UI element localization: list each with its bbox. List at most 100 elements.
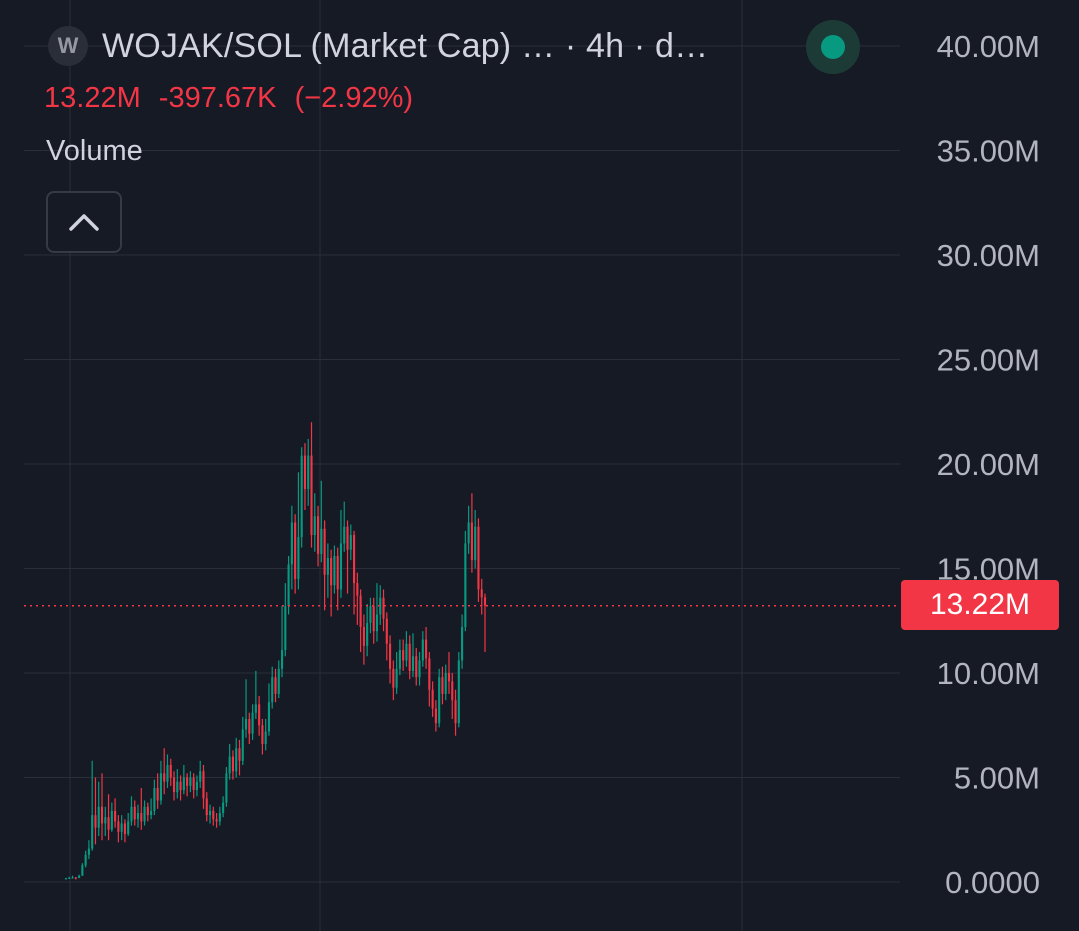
candle — [392, 660, 395, 701]
candle-body — [94, 815, 97, 828]
candle — [74, 876, 77, 880]
candle — [251, 704, 254, 740]
candle-body — [323, 528, 326, 575]
symbol-logo-icon[interactable]: W — [48, 26, 88, 66]
candle-body — [97, 806, 100, 828]
candle — [192, 773, 195, 799]
candle-body — [415, 656, 418, 678]
candle — [123, 819, 126, 843]
candle — [186, 773, 189, 797]
candle — [316, 505, 320, 567]
y-tick-label: 30.00M — [937, 238, 1040, 273]
candle-body — [284, 606, 287, 651]
candle — [395, 652, 398, 694]
candle — [182, 764, 185, 795]
candle-body — [461, 627, 464, 661]
candle-body — [114, 810, 117, 822]
candle — [258, 695, 261, 736]
candle-body — [104, 817, 107, 824]
candle — [153, 779, 156, 816]
candle-body — [356, 583, 359, 596]
candle — [441, 666, 444, 705]
candle-body — [163, 773, 166, 782]
candle — [261, 718, 264, 755]
candle-body — [411, 656, 415, 671]
candle — [411, 633, 415, 678]
candle-body — [150, 810, 153, 816]
candle-body — [166, 764, 169, 782]
candle-body — [169, 764, 172, 778]
candle — [483, 593, 487, 653]
candle — [359, 589, 362, 653]
candle-body — [127, 821, 130, 834]
candle-body — [313, 516, 316, 536]
candle — [159, 760, 162, 805]
connection-status-button[interactable] — [806, 20, 860, 74]
connected-dot-icon — [821, 35, 845, 59]
candle-body — [110, 810, 113, 830]
candle-body — [120, 823, 123, 832]
candle-body — [392, 668, 395, 688]
candle — [235, 737, 238, 778]
candle — [405, 631, 408, 667]
candle-body — [395, 668, 398, 688]
candle-body — [369, 606, 372, 623]
candle — [323, 520, 326, 611]
volume-label[interactable]: Volume — [46, 135, 143, 167]
candle-body — [441, 677, 444, 694]
candle — [290, 505, 293, 590]
candle — [64, 877, 68, 880]
collapse-legend-button[interactable] — [46, 191, 122, 253]
candle — [114, 798, 117, 828]
candle-body — [91, 815, 94, 849]
y-tick-label: 5.00M — [954, 761, 1040, 796]
candle-body — [375, 614, 379, 632]
candle-body — [320, 528, 323, 554]
grid — [24, 0, 900, 931]
candle-body — [402, 650, 405, 661]
candle-body — [264, 731, 267, 745]
candle-body — [431, 689, 434, 709]
candles — [64, 422, 487, 880]
candle-body — [71, 877, 74, 879]
candle-body — [271, 677, 274, 703]
symbol-title[interactable]: WOJAK/SOL (Market Cap) … · 4h · d… — [102, 26, 709, 65]
candle-body — [349, 535, 352, 550]
candle-body — [280, 650, 284, 669]
candle — [104, 806, 107, 837]
price-axis[interactable]: 40.00M35.00M30.00M25.00M20.00M15.00M10.0… — [937, 29, 1040, 900]
candle-body — [251, 712, 254, 734]
candle — [120, 815, 123, 841]
candle — [375, 583, 379, 642]
candle-body — [202, 771, 205, 799]
candle-body — [451, 681, 454, 701]
change-value: -397.67K — [158, 82, 277, 114]
candle — [451, 673, 454, 719]
candle-body — [326, 558, 329, 575]
candle-body — [84, 854, 87, 866]
candle-body — [290, 522, 293, 565]
y-tick-label: 35.00M — [937, 134, 1040, 169]
candle — [287, 555, 290, 615]
candle-body — [140, 813, 143, 822]
candle-body — [212, 810, 215, 820]
candle — [244, 679, 248, 738]
candle-body — [267, 702, 271, 732]
candle-body — [352, 535, 356, 584]
candle-body — [330, 558, 333, 586]
candle-body — [156, 787, 159, 801]
candle — [461, 614, 464, 669]
candle — [140, 787, 143, 830]
candle — [238, 739, 241, 776]
candle-body — [136, 813, 140, 820]
candle-body — [277, 668, 280, 694]
candle-body — [235, 748, 238, 772]
candle — [189, 771, 192, 793]
candle-body — [428, 658, 431, 690]
candle-body — [87, 848, 90, 855]
candle-body — [182, 777, 185, 791]
candle-body — [186, 777, 189, 786]
candle — [418, 652, 421, 686]
chart-header: W WOJAK/SOL (Market Cap) … · 4h · d… — [48, 24, 708, 68]
